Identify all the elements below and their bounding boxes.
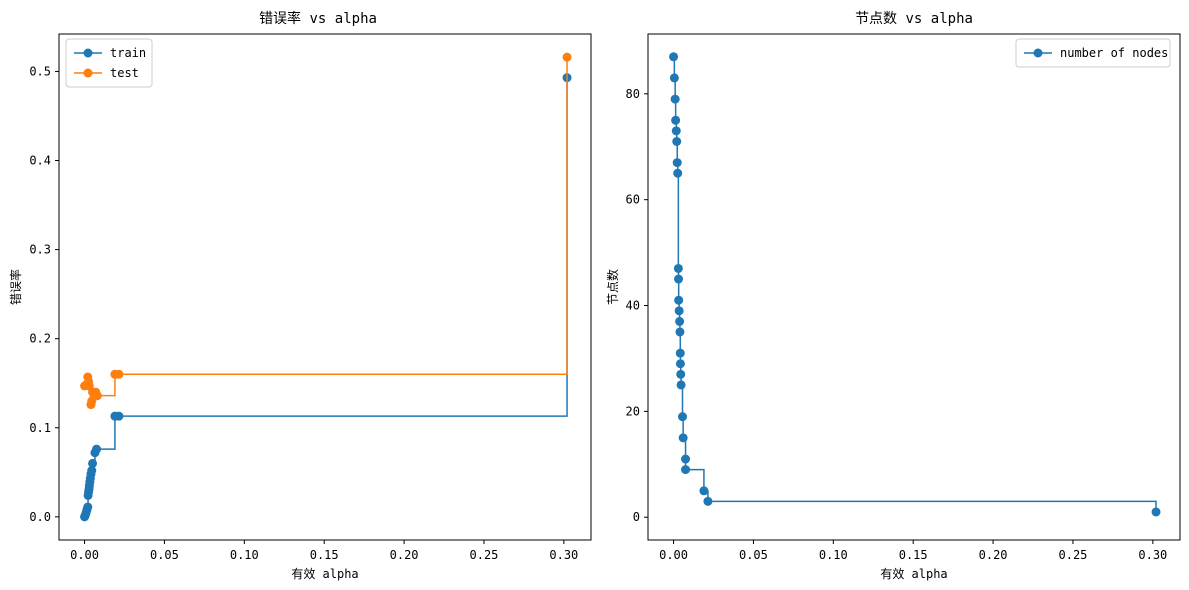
y-tick-label: 0.3 [29, 243, 51, 257]
data-point [669, 52, 679, 62]
x-tick-label: 0.25 [470, 548, 499, 562]
data-point [673, 168, 683, 178]
legend-marker [83, 48, 93, 58]
data-point [88, 458, 98, 468]
data-point [675, 316, 685, 326]
x-axis-label: 有效 alpha [291, 566, 358, 581]
data-point [92, 391, 102, 401]
data-point [83, 502, 93, 512]
x-tick-label: 0.30 [1138, 548, 1167, 562]
data-point [674, 274, 684, 284]
x-tick-label: 0.00 [70, 548, 99, 562]
legend-label: train [110, 46, 146, 60]
data-point [674, 306, 684, 316]
x-tick-label: 0.10 [819, 548, 848, 562]
legend: train test [65, 38, 153, 88]
y-tick-label: 0.4 [29, 154, 51, 168]
data-point [672, 136, 682, 146]
data-point [1151, 507, 1161, 517]
data-point [675, 348, 685, 358]
data-point [114, 369, 124, 379]
legend-box [1015, 38, 1171, 68]
data-point [669, 73, 679, 83]
data-point [87, 466, 97, 476]
x-tick-label: 0.10 [230, 548, 259, 562]
y-tick-label: 60 [626, 193, 640, 207]
data-point [678, 412, 688, 422]
plot-frame [647, 33, 1181, 541]
x-tick-label: 0.15 [899, 548, 928, 562]
legend: number of nodes [1015, 38, 1171, 68]
data-point [562, 52, 572, 62]
y-tick-label: 0.0 [29, 510, 51, 524]
data-point [675, 327, 685, 337]
error-rate-chart: 错误率 vs alpha 有效 alpha 错误率 0.00 0.05 0.10 0.… [8, 10, 592, 581]
y-tick-label: 20 [626, 404, 640, 418]
data-point [681, 454, 691, 464]
x-tick-label: 0.25 [1059, 548, 1088, 562]
node-count-chart: 节点数 vs alpha 有效 alpha 节点数 0.00 0.05 0.10 0.… [605, 11, 1181, 581]
y-tick-label: 0.5 [29, 64, 51, 78]
x-tick-label: 0.00 [659, 548, 688, 562]
legend-marker [1033, 48, 1043, 58]
plot-area: 0.00 0.05 0.10 0.15 0.20 0.25 0.30 0 20 40 60 80 [626, 33, 1181, 562]
plot-frame [58, 33, 592, 541]
data-point [673, 263, 683, 273]
data-point [676, 369, 686, 379]
data-point [681, 465, 691, 475]
y-axis-label: 节点数 [605, 269, 620, 305]
legend-marker [83, 68, 93, 78]
legend-label: number of nodes [1060, 46, 1168, 60]
x-tick-label: 0.20 [979, 548, 1008, 562]
legend-label: test [110, 66, 139, 80]
x-tick-label: 0.30 [549, 548, 578, 562]
data-point [92, 444, 102, 454]
y-tick-label: 0.1 [29, 421, 51, 435]
series-line-test [84, 57, 568, 406]
x-tick-label: 0.05 [150, 548, 179, 562]
chart-title: 错误率 vs alpha [259, 10, 377, 27]
y-tick-label: 80 [626, 87, 640, 101]
y-axis-label: 错误率 [8, 269, 23, 305]
data-point [671, 126, 681, 136]
data-point [671, 115, 681, 125]
data-point [676, 380, 686, 390]
data-point [670, 94, 680, 104]
y-tick-label: 0.2 [29, 332, 51, 346]
data-point [114, 411, 124, 421]
data-point [675, 359, 685, 369]
data-point [678, 433, 688, 443]
series-line-number-of-nodes [673, 56, 1157, 512]
x-axis-label: 有效 alpha [880, 566, 947, 581]
x-tick-label: 0.15 [310, 548, 339, 562]
data-point [699, 486, 709, 496]
y-tick-label: 0 [633, 510, 640, 524]
series-line-train [84, 77, 568, 518]
plot-area: 0.00 0.05 0.10 0.15 0.20 0.25 0.30 0.0 0.1 0.2 0.3… [29, 33, 592, 562]
data-point [703, 496, 713, 506]
data-point [674, 295, 684, 305]
chart-title: 节点数 vs alpha [855, 11, 973, 27]
x-tick-label: 0.05 [739, 548, 768, 562]
data-point [672, 158, 682, 168]
x-tick-label: 0.20 [390, 548, 419, 562]
y-tick-label: 40 [626, 299, 640, 313]
